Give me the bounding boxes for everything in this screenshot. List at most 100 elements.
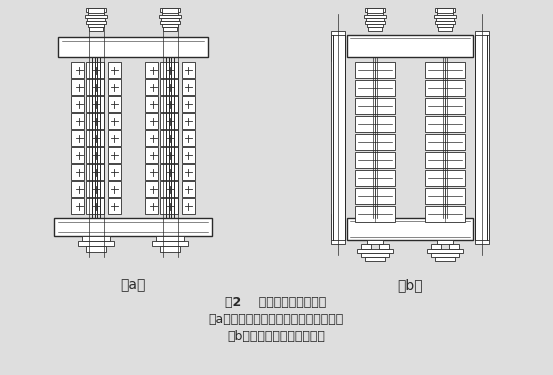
Text: （b）拉紧螺杆位于绕组外面: （b）拉紧螺杆位于绕组外面 (227, 330, 325, 343)
Bar (437, 8, 453, 13)
Bar (162, 24, 178, 27)
Bar (366, 18, 384, 21)
Bar (425, 62, 465, 78)
Bar (160, 62, 178, 78)
Bar (86, 198, 104, 214)
Bar (379, 244, 389, 249)
Bar (160, 8, 180, 12)
Bar (145, 79, 158, 95)
Bar (87, 18, 105, 21)
Bar (85, 15, 107, 18)
Bar (434, 15, 456, 18)
Bar (361, 253, 389, 257)
Bar (347, 35, 473, 57)
Bar (437, 24, 453, 27)
Bar (71, 164, 84, 180)
Bar (435, 8, 455, 12)
Bar (108, 130, 121, 146)
Bar (182, 130, 195, 146)
Bar (145, 147, 158, 163)
Bar (160, 96, 178, 112)
Bar (156, 236, 184, 241)
Bar (160, 113, 178, 129)
Bar (425, 206, 465, 222)
Bar (355, 206, 395, 222)
Bar (160, 164, 178, 180)
Bar (331, 214, 345, 244)
Bar (355, 152, 395, 168)
Text: （a）拉紧螺杆穿过铁心柱与线组之间；: （a）拉紧螺杆穿过铁心柱与线组之间； (208, 313, 343, 326)
Bar (425, 152, 465, 168)
Bar (86, 113, 104, 129)
Bar (160, 198, 178, 214)
Text: （b）: （b） (397, 278, 423, 292)
Bar (58, 37, 208, 57)
Bar (108, 198, 121, 214)
Bar (71, 96, 84, 112)
Bar (365, 21, 385, 24)
Bar (437, 12, 453, 15)
Text: （a）: （a） (121, 278, 145, 292)
Bar (182, 62, 195, 78)
Bar (82, 236, 110, 241)
Bar (425, 170, 465, 186)
Bar (86, 96, 104, 112)
Bar (367, 12, 383, 15)
Bar (438, 27, 452, 31)
Bar (163, 27, 177, 31)
Bar (86, 164, 104, 180)
Bar (425, 134, 465, 150)
Bar (182, 181, 195, 197)
Bar (367, 8, 383, 13)
Bar (54, 218, 212, 236)
Bar (182, 96, 195, 112)
Bar (145, 113, 158, 129)
Bar (71, 62, 84, 78)
Bar (162, 12, 178, 15)
Bar (435, 257, 455, 261)
Bar (355, 62, 395, 78)
Bar (160, 246, 180, 252)
Bar (355, 170, 395, 186)
Bar (145, 96, 158, 112)
Bar (145, 62, 158, 78)
Bar (182, 113, 195, 129)
Bar (108, 181, 121, 197)
Bar (108, 62, 121, 78)
Bar (436, 18, 454, 21)
Bar (86, 246, 106, 252)
Bar (425, 116, 465, 132)
Bar (159, 15, 181, 18)
Bar (475, 214, 489, 244)
Bar (145, 198, 158, 214)
Bar (364, 15, 386, 18)
Bar (355, 116, 395, 132)
Bar (365, 8, 385, 12)
Bar (425, 98, 465, 114)
Bar (475, 35, 489, 240)
Bar (355, 134, 395, 150)
Bar (71, 130, 84, 146)
Bar (86, 8, 106, 12)
Bar (331, 31, 345, 61)
Bar (86, 21, 106, 24)
Bar (88, 8, 104, 13)
Bar (475, 31, 489, 61)
Bar (145, 130, 158, 146)
Bar (108, 113, 121, 129)
Bar (182, 147, 195, 163)
Bar (160, 21, 180, 24)
Bar (108, 79, 121, 95)
Bar (71, 147, 84, 163)
Bar (357, 249, 393, 253)
Bar (145, 181, 158, 197)
Bar (152, 241, 188, 246)
Bar (160, 181, 178, 197)
Bar (160, 130, 178, 146)
Bar (367, 24, 383, 27)
Bar (86, 130, 104, 146)
Bar (355, 188, 395, 204)
Bar (86, 147, 104, 163)
Bar (347, 218, 473, 240)
Bar (86, 79, 104, 95)
